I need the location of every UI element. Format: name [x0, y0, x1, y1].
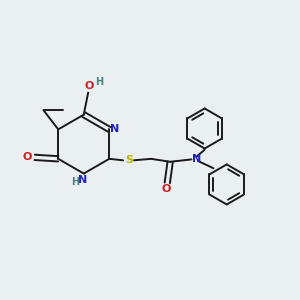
Text: N: N: [110, 124, 119, 134]
Text: H: H: [95, 77, 104, 87]
Text: H: H: [71, 177, 80, 188]
Text: O: O: [22, 152, 32, 162]
Text: O: O: [85, 81, 94, 91]
Text: N: N: [192, 154, 201, 164]
Text: O: O: [162, 184, 171, 194]
Text: N: N: [78, 175, 87, 185]
Text: S: S: [125, 155, 133, 165]
